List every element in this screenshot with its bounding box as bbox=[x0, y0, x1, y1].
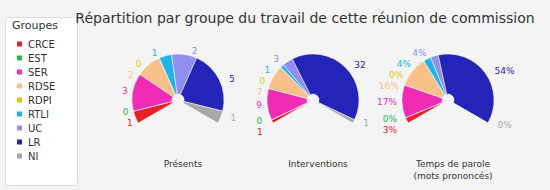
svg-text:1: 1 bbox=[264, 65, 270, 75]
svg-text:NI: NI bbox=[28, 151, 38, 162]
svg-text:1: 1 bbox=[152, 48, 158, 58]
svg-text:4%: 4% bbox=[397, 59, 412, 69]
svg-text:CRCE: CRCE bbox=[28, 39, 55, 50]
svg-text:1: 1 bbox=[230, 113, 236, 123]
svg-text:EST: EST bbox=[28, 53, 48, 64]
svg-text:LR: LR bbox=[28, 137, 41, 148]
svg-text:3%: 3% bbox=[383, 125, 398, 135]
svg-text:32: 32 bbox=[354, 60, 365, 70]
svg-text:0%: 0% bbox=[389, 70, 404, 80]
svg-text:(mots prononcés): (mots prononcés) bbox=[413, 171, 492, 181]
svg-text:7: 7 bbox=[257, 87, 263, 97]
svg-text:9: 9 bbox=[256, 100, 262, 110]
svg-text:0%: 0% bbox=[497, 120, 512, 130]
svg-text:0%: 0% bbox=[383, 114, 398, 124]
svg-text:4%: 4% bbox=[412, 48, 427, 58]
svg-text:0: 0 bbox=[259, 76, 265, 86]
svg-text:1: 1 bbox=[257, 127, 263, 137]
svg-text:Groupes: Groupes bbox=[12, 19, 58, 32]
svg-text:SER: SER bbox=[28, 67, 48, 78]
svg-text:Présents: Présents bbox=[164, 159, 203, 169]
svg-text:1: 1 bbox=[127, 118, 133, 128]
svg-text:16%: 16% bbox=[379, 81, 399, 91]
svg-text:2: 2 bbox=[192, 46, 198, 56]
svg-text:54%: 54% bbox=[495, 66, 515, 76]
svg-text:3: 3 bbox=[273, 54, 279, 64]
svg-text:17%: 17% bbox=[377, 97, 397, 107]
svg-text:RTLI: RTLI bbox=[28, 109, 49, 120]
svg-text:RDPI: RDPI bbox=[28, 95, 52, 106]
svg-text:1: 1 bbox=[363, 118, 369, 128]
svg-text:Temps de parole: Temps de parole bbox=[415, 159, 490, 169]
svg-text:0: 0 bbox=[257, 116, 263, 126]
svg-text:Interventions: Interventions bbox=[288, 159, 348, 169]
svg-text:Répartition par groupe du trav: Répartition par groupe du travail de cet… bbox=[75, 10, 534, 26]
svg-text:0: 0 bbox=[136, 59, 142, 69]
svg-text:3: 3 bbox=[122, 86, 128, 96]
svg-text:RDSE: RDSE bbox=[28, 81, 55, 92]
svg-text:5: 5 bbox=[229, 74, 235, 84]
svg-text:0: 0 bbox=[123, 107, 129, 117]
svg-text:2: 2 bbox=[128, 70, 134, 80]
svg-text:UC: UC bbox=[28, 123, 42, 134]
